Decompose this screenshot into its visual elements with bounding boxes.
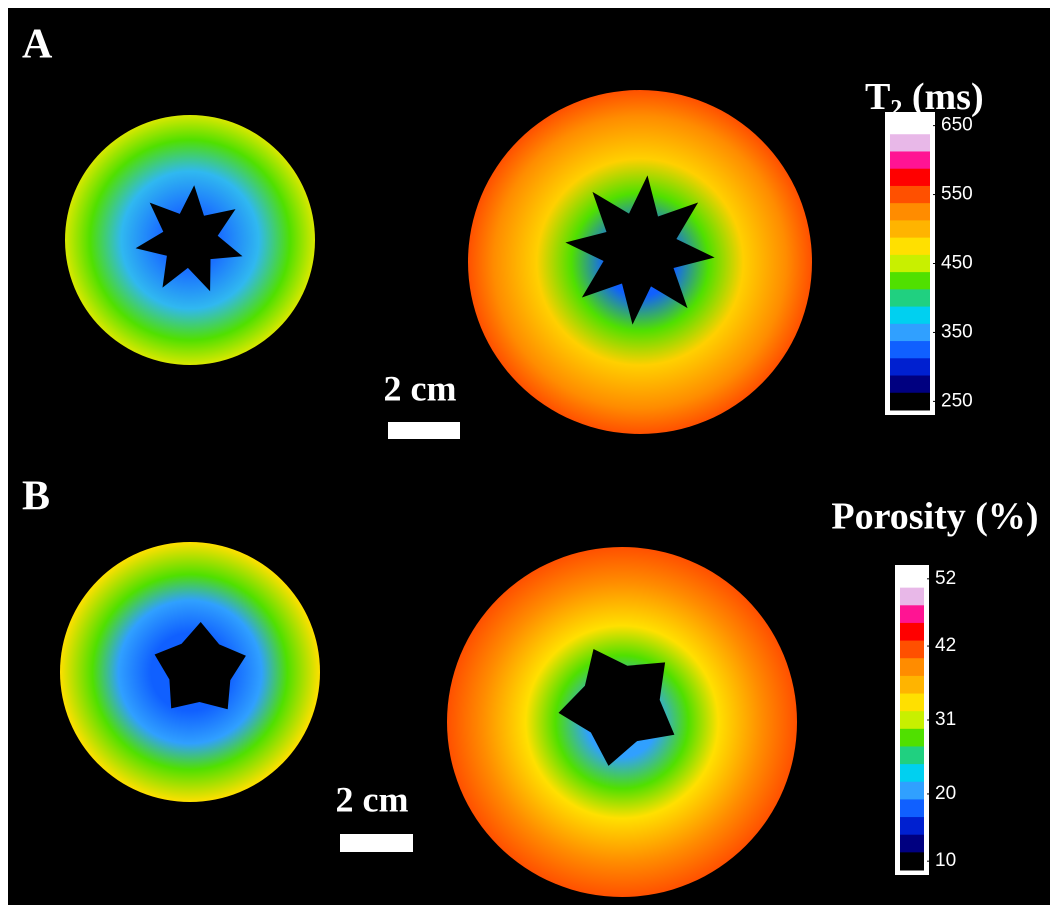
colorbar-tick-label: 450 [941,253,973,274]
colorbar-swatch [900,799,924,817]
colorbar-swatch [890,255,930,273]
colorbar-tick-label: 52 [935,568,956,589]
colorbar-swatch [900,588,924,606]
colorbar-swatch [900,570,924,588]
title-unit: (ms) [902,76,983,118]
colorbar-tick-label: 650 [941,115,973,136]
scale-bar-label: 2 cm [336,779,409,819]
colorbar-swatch [890,272,930,290]
colorbar-swatch [890,324,930,342]
colorbar-swatch [900,605,924,623]
colorbar-title: Porosity (%) [831,496,1038,538]
scale-bar [388,422,460,439]
colorbar-swatch [900,694,924,712]
colorbar-swatch [900,623,924,641]
colorbar-swatch [900,852,924,870]
colorbar-swatch [890,341,930,359]
colorbar-tick-label: 31 [935,709,956,730]
colorbar-swatch [890,376,930,394]
colorbar-tick-label: 550 [941,184,973,205]
colorbar-swatch [900,711,924,729]
colorbar-swatch [900,676,924,694]
colorbar-tick-label: 250 [941,390,973,411]
scale-bar-label: 2 cm [384,368,457,408]
colorbar-tick-label: 20 [935,783,956,804]
figure: A B 2 cm 2 cm T2 (ms) Porosity (%) 65055… [0,0,1058,912]
colorbar-swatch [890,203,930,221]
colorbar-tick-label: 350 [941,321,973,342]
colorbar-swatch [890,151,930,169]
colorbar-swatch [900,746,924,764]
colorbar-swatch [900,658,924,676]
scale-bar [340,834,413,852]
colorbar-swatch [890,117,930,135]
colorbar-swatch [900,729,924,747]
colorbar-swatch [900,835,924,853]
colorbar-swatch [900,782,924,800]
panel-label: A [22,22,53,68]
colorbar-swatch [890,186,930,204]
colorbar-swatch [890,238,930,256]
colorbar-swatch [900,641,924,659]
colorbar-tick-label: 42 [935,635,956,656]
colorbar-swatch [890,134,930,152]
colorbar-swatch [890,307,930,325]
colorbar-swatch [900,817,924,835]
colorbar-swatch [890,289,930,307]
colorbar-swatch [900,764,924,782]
colorbar-swatch [890,220,930,238]
panel-label: B [22,474,50,520]
colorbar-swatch [890,358,930,376]
colorbar-tick-label: 10 [935,850,956,871]
title-text: T [865,76,890,118]
colorbar-swatch [890,393,930,411]
colorbar-swatch [890,169,930,187]
